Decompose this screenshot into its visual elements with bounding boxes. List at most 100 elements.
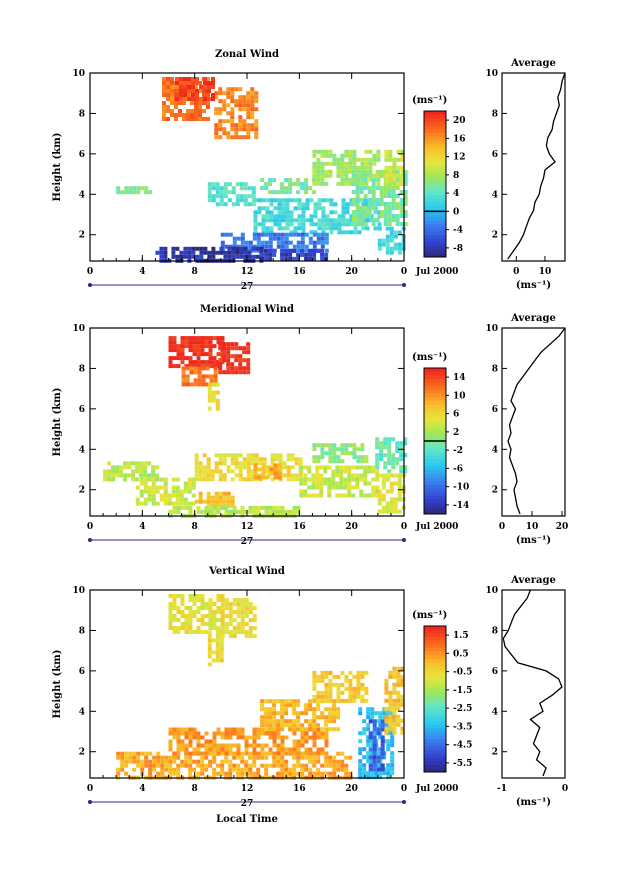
heatmap-cell [335,485,340,490]
heatmap-cell [176,751,181,756]
colorbar-step [424,151,446,156]
heatmap-cell [332,711,337,716]
heatmap-cell [316,232,321,237]
heatmap-cell [230,469,235,474]
heatmap-cell [184,759,189,764]
heatmap-cell [220,610,225,615]
heatmap-cell [292,703,297,708]
heatmap-cell [336,698,341,703]
heatmap-cell [308,727,313,732]
heatmap-cell [188,755,193,760]
heatmap-cell [194,109,198,113]
heatmap-cell [170,101,174,105]
heatmap-cell [396,706,401,711]
heatmap-cell [348,177,353,182]
heatmap-cell [308,735,313,740]
colorbar-step [424,422,446,427]
heatmap-cell [296,723,301,728]
heatmap-cell [264,505,269,510]
heatmap-cell [265,475,270,480]
heatmap-cell [206,469,211,474]
heatmap-cell [292,763,297,768]
heatmap-cell [188,767,193,772]
heatmap-cell [214,499,219,504]
heatmap-cell [349,222,354,227]
heatmap-cell [320,256,325,261]
heatmap-cell [265,210,270,215]
heatmap-cell [288,509,293,514]
heatmap-cell [277,210,282,215]
heatmap-cell [329,218,334,223]
heatmap-cell [184,614,189,618]
heatmap-cell [395,186,400,190]
colorbar-step [424,162,446,167]
y-tick-label: 6 [79,405,85,415]
heatmap-cell [372,153,377,158]
colorbar-step [424,213,446,218]
heatmap-cell [218,469,223,474]
heatmap-cell [260,763,265,768]
heatmap-cell [396,149,401,154]
heatmap-cell [382,711,387,716]
profile-y-tick-label: 2 [492,231,498,241]
heatmap-cell [168,731,173,736]
heatmap-cell [296,256,301,261]
profile-x-label: (ms⁻¹) [516,797,551,808]
heatmap-cell [231,250,236,255]
chart-title: Zonal Wind [215,49,279,60]
heatmap-cell [220,602,225,607]
heatmap-cell [366,723,371,728]
heatmap-cell [246,99,251,104]
heatmap-cell [356,690,361,695]
heatmap-cell [399,210,404,214]
heatmap-cell [120,763,125,768]
heatmap-cell [238,461,243,466]
heatmap-cell [277,198,282,203]
heatmap-cell [184,618,189,622]
heatmap-cell [211,198,216,203]
heatmap-cell [316,703,321,708]
heatmap-cell [176,747,181,752]
heatmap-cell [340,751,345,756]
heatmap-cell [172,755,177,760]
heatmap-cell [268,505,273,510]
heatmap-cell [403,453,408,458]
colorbar-tick-label: -5.5 [453,759,472,769]
heatmap-cell [328,755,333,760]
heatmap-cell [180,340,185,345]
heatmap-cell [352,161,357,166]
heatmap-cell [266,473,271,478]
heatmap-cell [238,465,243,470]
heatmap-cell [163,493,168,498]
heatmap-cell [296,182,301,187]
heatmap-cell [333,222,338,227]
heatmap-cell [362,771,367,776]
heatmap-cell [136,755,141,760]
heatmap-cell [212,360,217,365]
colorbar-tick-label: 4 [453,189,459,199]
heatmap-cell [188,626,193,630]
heatmap-cell [215,638,220,643]
heatmap-cell [171,254,176,259]
profile-y-tick-label: 4 [492,190,498,200]
heatmap-cell [171,477,176,482]
colorbar-tick-label: 8 [453,171,459,181]
heatmap-cell [242,119,247,124]
heatmap-cell [166,89,170,93]
heatmap-cell [332,707,337,712]
heatmap-cell [232,731,237,736]
heatmap-cell [286,473,291,478]
heatmap-cell [352,451,357,456]
heatmap-cell [308,699,313,704]
colorbar-step [424,662,446,667]
colorbar-step [424,397,446,402]
heatmap-cell [208,364,213,369]
heatmap-cell [358,739,363,744]
heatmap-cell [250,91,255,96]
heatmap-cell [268,178,273,183]
heatmap-cell [388,706,393,711]
heatmap-cell [368,177,373,182]
y-tick-label: 4 [79,445,85,455]
heatmap-cell [280,735,285,740]
heatmap-cell [212,509,217,514]
